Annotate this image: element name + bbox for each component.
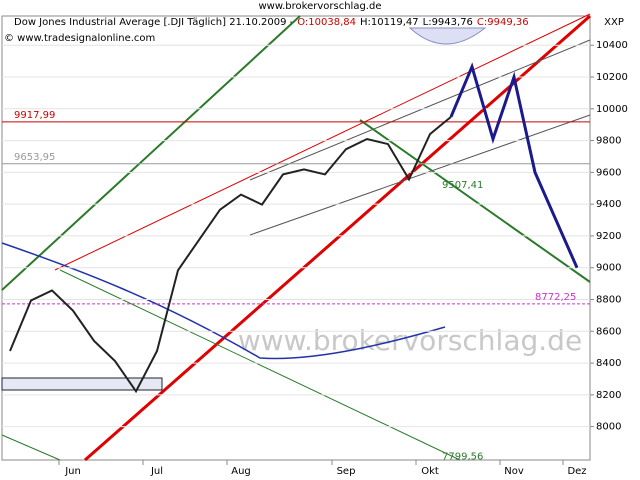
level-label: 8772,25 bbox=[535, 292, 576, 303]
trend-line bbox=[1, 15, 301, 291]
trend-line bbox=[59, 269, 461, 461]
trend-line bbox=[249, 114, 591, 236]
watermark: www.brokervorschlag.de bbox=[238, 324, 582, 357]
trend-line bbox=[84, 14, 591, 462]
y-tick-label: 8600 bbox=[596, 326, 621, 337]
ohlc-value: H:10119,47 bbox=[360, 17, 419, 28]
x-tick-label: Sep bbox=[337, 466, 356, 477]
level-label: 9653,95 bbox=[14, 152, 55, 163]
y-tick-label: 9200 bbox=[596, 231, 621, 242]
ohlc-value: L:9943,76 bbox=[423, 17, 473, 28]
trend-line bbox=[1, 434, 61, 461]
level-label: 7799,56 bbox=[442, 451, 483, 462]
y-tick-label: 8400 bbox=[596, 358, 621, 369]
series-line bbox=[449, 62, 579, 269]
ellipse-marker bbox=[408, 27, 487, 45]
source: www.brokervorschlag.de bbox=[259, 1, 382, 12]
y-tick-label: 10000 bbox=[596, 104, 628, 115]
range-box bbox=[1, 377, 163, 391]
y-tick-label: 8200 bbox=[596, 390, 621, 401]
y-tick-label: 10200 bbox=[596, 72, 628, 83]
plot-frame bbox=[1, 15, 591, 461]
axis-label: XXP bbox=[604, 17, 624, 28]
y-tick-label: 9800 bbox=[596, 136, 621, 147]
x-tick-label: Jun bbox=[64, 466, 81, 477]
y-tick-label: 10400 bbox=[596, 40, 628, 51]
trend-line bbox=[359, 119, 591, 283]
level-label: 9507,41 bbox=[442, 180, 483, 191]
ohlc-value: O:10038,84 bbox=[297, 17, 356, 28]
y-tick-label: 9400 bbox=[596, 199, 621, 210]
x-tick-label: Aug bbox=[231, 466, 251, 477]
y-tick-label: 9600 bbox=[596, 167, 621, 178]
x-tick-label: Nov bbox=[504, 466, 524, 477]
x-tick-label: Okt bbox=[421, 466, 439, 477]
y-tick-label: 8800 bbox=[596, 294, 621, 305]
trend-line bbox=[249, 39, 591, 181]
level-label: 9917,99 bbox=[14, 110, 55, 121]
ohlc-value: C:9949,36 bbox=[477, 17, 529, 28]
series-line bbox=[9, 116, 452, 394]
copyright: © www.tradesignalonline.com bbox=[4, 33, 155, 44]
trend-line bbox=[54, 13, 591, 271]
chart-title: Dow Jones Industrial Average [.DJI Tägli… bbox=[14, 17, 294, 28]
y-tick-label: 8000 bbox=[596, 422, 621, 433]
x-tick-label: Dez bbox=[567, 466, 586, 477]
x-tick-label: Jul bbox=[150, 466, 163, 477]
y-tick-label: 9000 bbox=[596, 263, 621, 274]
